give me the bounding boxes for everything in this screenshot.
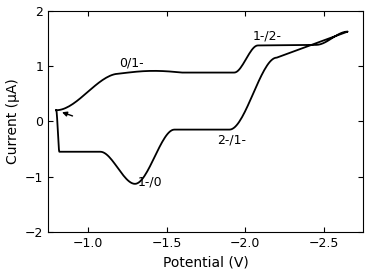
Y-axis label: Current (μA): Current (μA) xyxy=(6,78,20,164)
Text: 1-/2-: 1-/2- xyxy=(253,30,282,43)
Text: 1-/0: 1-/0 xyxy=(138,176,163,189)
Text: 2-/1-: 2-/1- xyxy=(217,133,246,146)
Text: 0/1-: 0/1- xyxy=(119,56,144,69)
X-axis label: Potential (V): Potential (V) xyxy=(163,255,249,270)
